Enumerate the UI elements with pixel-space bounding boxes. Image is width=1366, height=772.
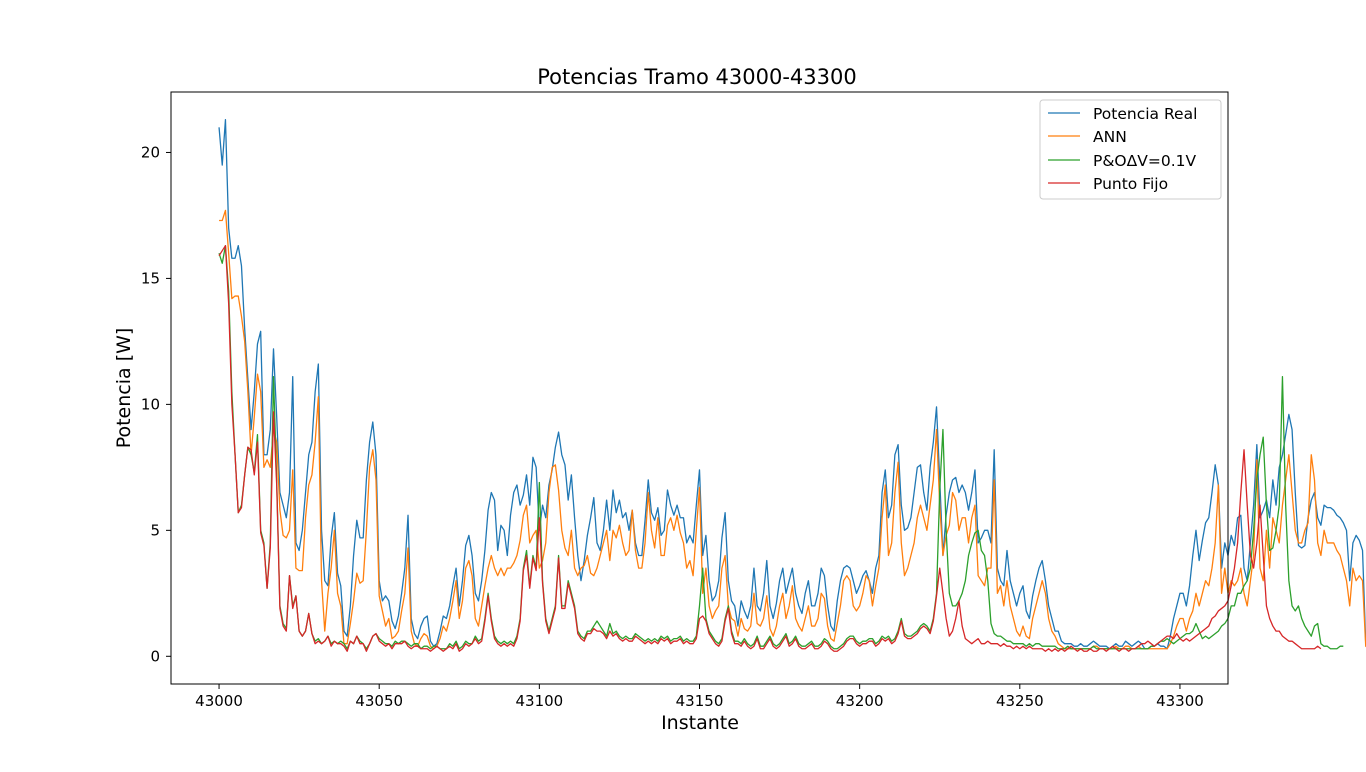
y-axis-label: Potencia [W]: [113, 328, 135, 449]
series-line-ann: [219, 209, 1366, 650]
x-axis-label: Instante: [661, 712, 739, 734]
x-tick-label: 43150: [676, 692, 724, 710]
x-tick-label: 43300: [1156, 692, 1204, 710]
y-tick-label: 5: [150, 521, 160, 539]
legend-label-po: P&OΔV=0.1V: [1093, 152, 1196, 170]
plot-area-frame: [170, 91, 1229, 685]
legend-label-ann: ANN: [1093, 128, 1127, 146]
x-tick-label: 43100: [515, 692, 563, 710]
x-tick-label: 43250: [996, 692, 1044, 710]
legend: Potencia Real ANN P&OΔV=0.1V Punto Fijo: [1039, 99, 1222, 200]
y-tick-label: 0: [150, 647, 160, 665]
x-tick-label: 43200: [836, 692, 884, 710]
y-tick-label: 20: [141, 143, 160, 161]
chart-title: Potencias Tramo 43000-43300: [537, 65, 857, 89]
series-line-potencia-real: [218, 119, 1366, 650]
x-tick-label: 43000: [195, 692, 243, 710]
legend-label-punto-fijo: Punto Fijo: [1093, 175, 1168, 193]
y-tick-label: 15: [141, 269, 160, 287]
x-axis-ticks: 43000 43050 43100 43150 43200 43250 43300: [195, 684, 1204, 710]
y-tick-label: 10: [141, 395, 160, 413]
x-tick-label: 43050: [355, 692, 403, 710]
series-layer: [218, 119, 1366, 652]
legend-label-potencia-real: Potencia Real: [1093, 105, 1197, 123]
legend-box: [1039, 99, 1222, 200]
y-axis-ticks: 0 5 10 15 20: [141, 143, 171, 665]
series-line-punto-fijo: [218, 245, 1322, 652]
